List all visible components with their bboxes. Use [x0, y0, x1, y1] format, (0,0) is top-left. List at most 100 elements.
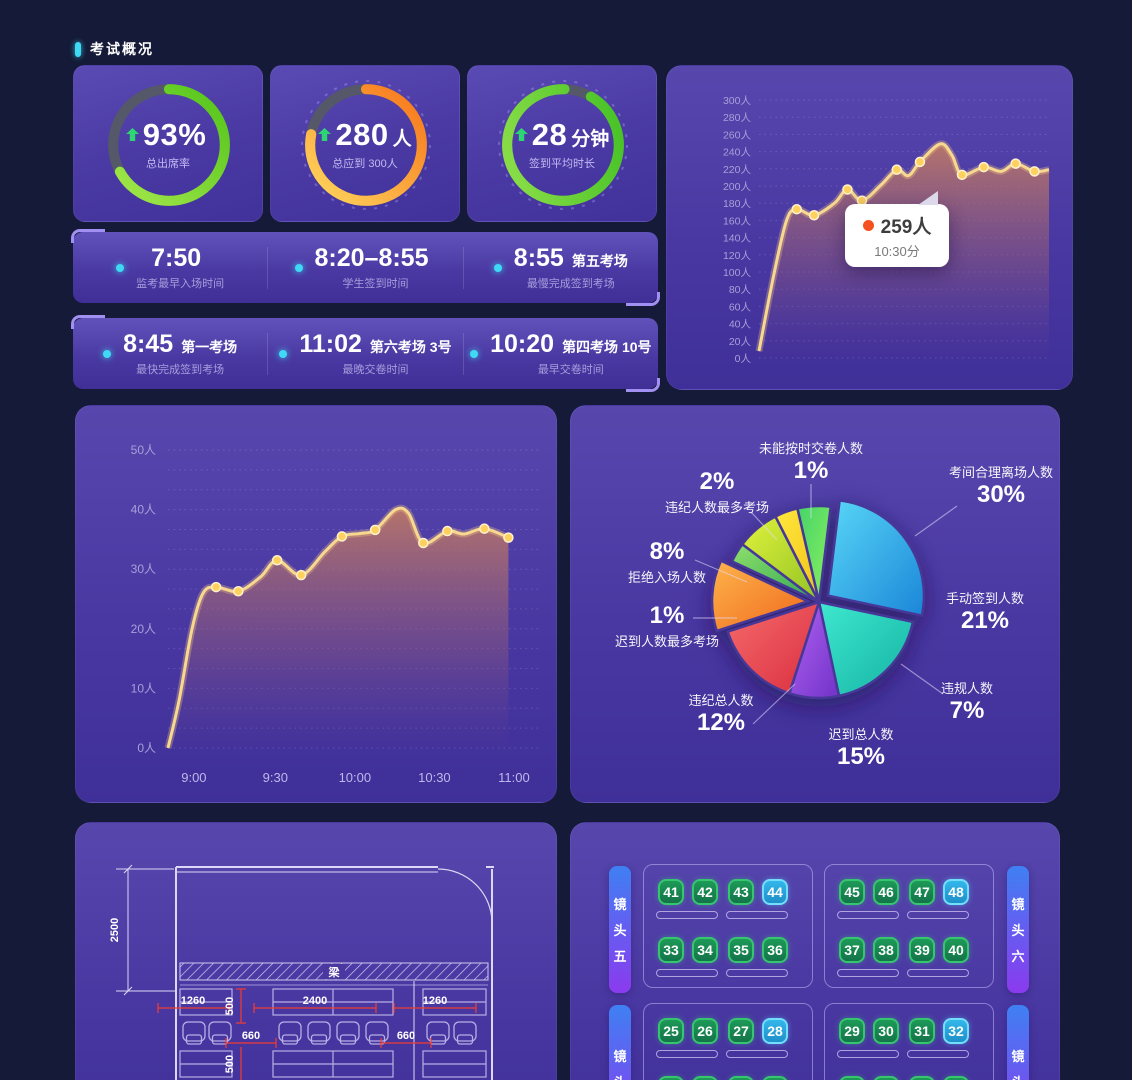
seat[interactable]: 39	[909, 937, 935, 963]
corner-bracket-icon	[626, 292, 660, 306]
pie-slice[interactable]	[726, 600, 821, 695]
svg-text:0人: 0人	[735, 353, 752, 365]
seat[interactable]: 30	[873, 1018, 899, 1044]
svg-text:260人: 260人	[723, 129, 752, 141]
pie-slice[interactable]	[826, 498, 926, 618]
seat[interactable]	[728, 1076, 754, 1080]
desk	[837, 1050, 899, 1058]
dim-right-label: 1260	[423, 995, 447, 1007]
seat[interactable]: 27	[728, 1018, 754, 1044]
stat-label: 最快完成签到考场	[136, 364, 225, 376]
svg-text:220人: 220人	[723, 164, 752, 176]
seat[interactable]: 48	[943, 879, 969, 905]
seat[interactable]: 40	[943, 937, 969, 963]
pie-slice[interactable]	[817, 600, 915, 698]
seat-block: 29 30 31 32	[824, 1003, 994, 1080]
svg-text:50人: 50人	[131, 443, 156, 457]
seat-block: 25 26 27 28	[643, 1003, 813, 1080]
divider	[462, 332, 464, 375]
seat[interactable]: 38	[873, 937, 899, 963]
seat[interactable]: 41	[658, 879, 684, 905]
seat[interactable]	[692, 1076, 718, 1080]
data-point-markers	[210, 523, 514, 597]
pie-slice[interactable]	[773, 506, 821, 603]
kpi-value: 93%	[142, 116, 207, 152]
seat[interactable]	[909, 1076, 935, 1080]
corner-bracket-icon	[626, 378, 660, 392]
svg-text:140人: 140人	[723, 233, 752, 245]
stat-label: 最慢完成签到考场	[526, 278, 615, 290]
stat-time: 8:55	[513, 244, 564, 272]
svg-text:100人: 100人	[723, 267, 752, 279]
dim-middle-label: 2400	[303, 995, 327, 1007]
seat[interactable]: 35	[728, 937, 754, 963]
pie-slice[interactable]	[710, 559, 812, 633]
kpi-card-signed-in: 280 人 总应到 300人	[270, 65, 460, 222]
svg-text:10人: 10人	[131, 681, 156, 695]
bullet-dot-icon	[103, 349, 112, 358]
svg-text:120人: 120人	[723, 250, 752, 262]
stat-row-1: 7:50 监考最早入场时间 8:20–8:55 学生签到时间 8:55 第五考场 …	[71, 229, 660, 306]
seat[interactable]: 36	[762, 937, 788, 963]
kpi-unit: 分钟	[571, 128, 610, 150]
bullet-dot-icon	[294, 263, 303, 272]
seat[interactable]	[762, 1076, 788, 1080]
seat[interactable]	[943, 1076, 969, 1080]
stat-tag: 第五考场	[571, 253, 628, 269]
seat[interactable]	[839, 1076, 865, 1080]
section-title: 考试概况	[90, 41, 154, 57]
door-swing-arc	[437, 868, 493, 924]
seat[interactable]: 37	[839, 937, 865, 963]
seat[interactable]: 46	[873, 879, 899, 905]
tooltip-time: 10:30分	[874, 244, 920, 259]
pie-leader-lines	[693, 484, 958, 725]
chairs-row	[182, 1021, 477, 1045]
arrow-up-icon	[125, 128, 139, 141]
seat[interactable]: 44	[762, 879, 788, 905]
dimension-2500-lines	[116, 864, 176, 996]
svg-text:9:30: 9:30	[263, 770, 288, 785]
desks-row-2	[179, 1050, 487, 1078]
room-floor-plan: 2500 梁	[109, 864, 494, 1080]
seat-row	[825, 1076, 993, 1080]
y-axis-labels: 0人 10人 20人 30人 40人 50人	[131, 443, 156, 755]
svg-text:80人: 80人	[729, 284, 752, 296]
tooltip-value: 259人	[880, 217, 932, 238]
dim-height-label: 2500	[109, 918, 121, 942]
seat[interactable]: 32	[943, 1018, 969, 1044]
seat-row: 41 42 43 44	[644, 879, 812, 907]
red-dimension-lines	[157, 988, 477, 1080]
seat[interactable]: 31	[909, 1018, 935, 1044]
seat[interactable]: 29	[839, 1018, 865, 1044]
bullet-dot-icon	[493, 263, 502, 272]
seat[interactable]: 25	[658, 1018, 684, 1044]
seat[interactable]	[873, 1076, 899, 1080]
dim-left-label: 1260	[181, 995, 205, 1007]
bullet-dot-icon	[279, 349, 288, 358]
seat[interactable]: 43	[728, 879, 754, 905]
stat-time: 8:45	[123, 330, 174, 358]
seat-row	[644, 1076, 812, 1080]
seat[interactable]: 42	[692, 879, 718, 905]
svg-text:0人: 0人	[137, 741, 156, 755]
dim-seat-left-label: 660	[242, 1030, 260, 1042]
seat[interactable]: 45	[839, 879, 865, 905]
desk	[726, 1050, 788, 1058]
svg-text:10:00: 10:00	[339, 770, 372, 785]
seat[interactable]: 34	[692, 937, 718, 963]
seat[interactable]: 28	[762, 1018, 788, 1044]
bullet-dot-icon	[470, 349, 479, 358]
dim-gap1-label: 500	[224, 997, 236, 1015]
seat[interactable]	[658, 1076, 684, 1080]
seat[interactable]: 26	[692, 1018, 718, 1044]
desk	[656, 1050, 718, 1058]
y-axis-labels: 0人 20人 40人 60人 80人 100人 120人 140人 160人 180人 200人 22…	[723, 95, 752, 365]
svg-text:11:00: 11:00	[498, 770, 530, 785]
desk	[837, 969, 899, 977]
seat-block: 45 46 47 48 37 38 39 40	[824, 864, 994, 988]
seat[interactable]: 33	[658, 937, 684, 963]
section-header: 考试概况	[75, 39, 154, 59]
svg-text:60人: 60人	[729, 301, 752, 313]
seat[interactable]: 47	[909, 879, 935, 905]
bullet-dot-icon	[116, 263, 125, 272]
